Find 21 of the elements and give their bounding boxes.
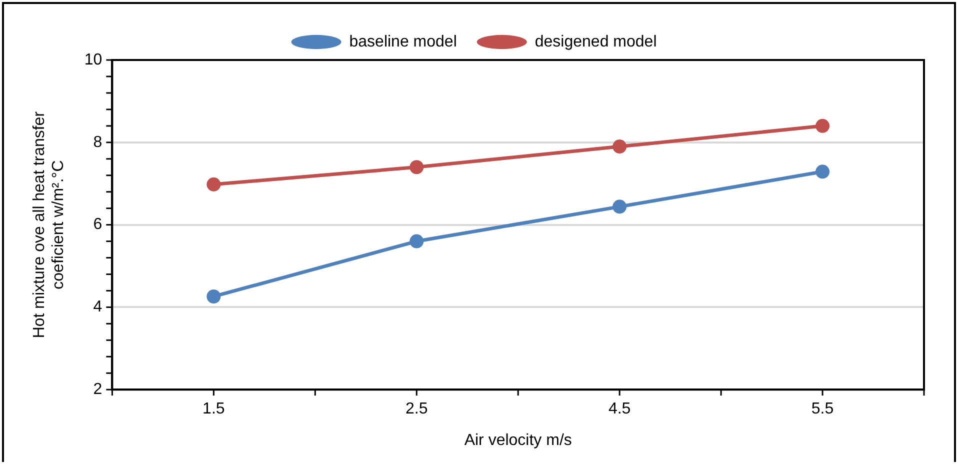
point (206, 177, 221, 192)
point (206, 289, 221, 304)
y-tick-label: 4 (93, 298, 102, 316)
x-axis-title: Air velocity m/s (464, 432, 572, 449)
legend-label: desigened model (534, 33, 657, 50)
point (612, 140, 627, 154)
point (816, 118, 830, 133)
point (410, 160, 424, 174)
y-tick-label: 6 (93, 216, 102, 234)
x-tick-label: 1.5 (202, 400, 225, 418)
legend-label: baseline model (349, 33, 457, 50)
x-tick-label: 4.5 (608, 400, 631, 418)
point (816, 164, 830, 179)
y-tick-label: 8 (93, 134, 102, 151)
y-axis-title: Hot mixture ove all heat transfer coeficient w/m².°C (31, 110, 68, 338)
point (410, 234, 424, 248)
x-tick-label: 2.5 (406, 400, 428, 418)
y-tick-label: 2 (93, 381, 102, 398)
point (612, 200, 627, 214)
x-tick-label: 5.5 (811, 400, 834, 418)
y-tick-label: 10 (84, 51, 102, 68)
